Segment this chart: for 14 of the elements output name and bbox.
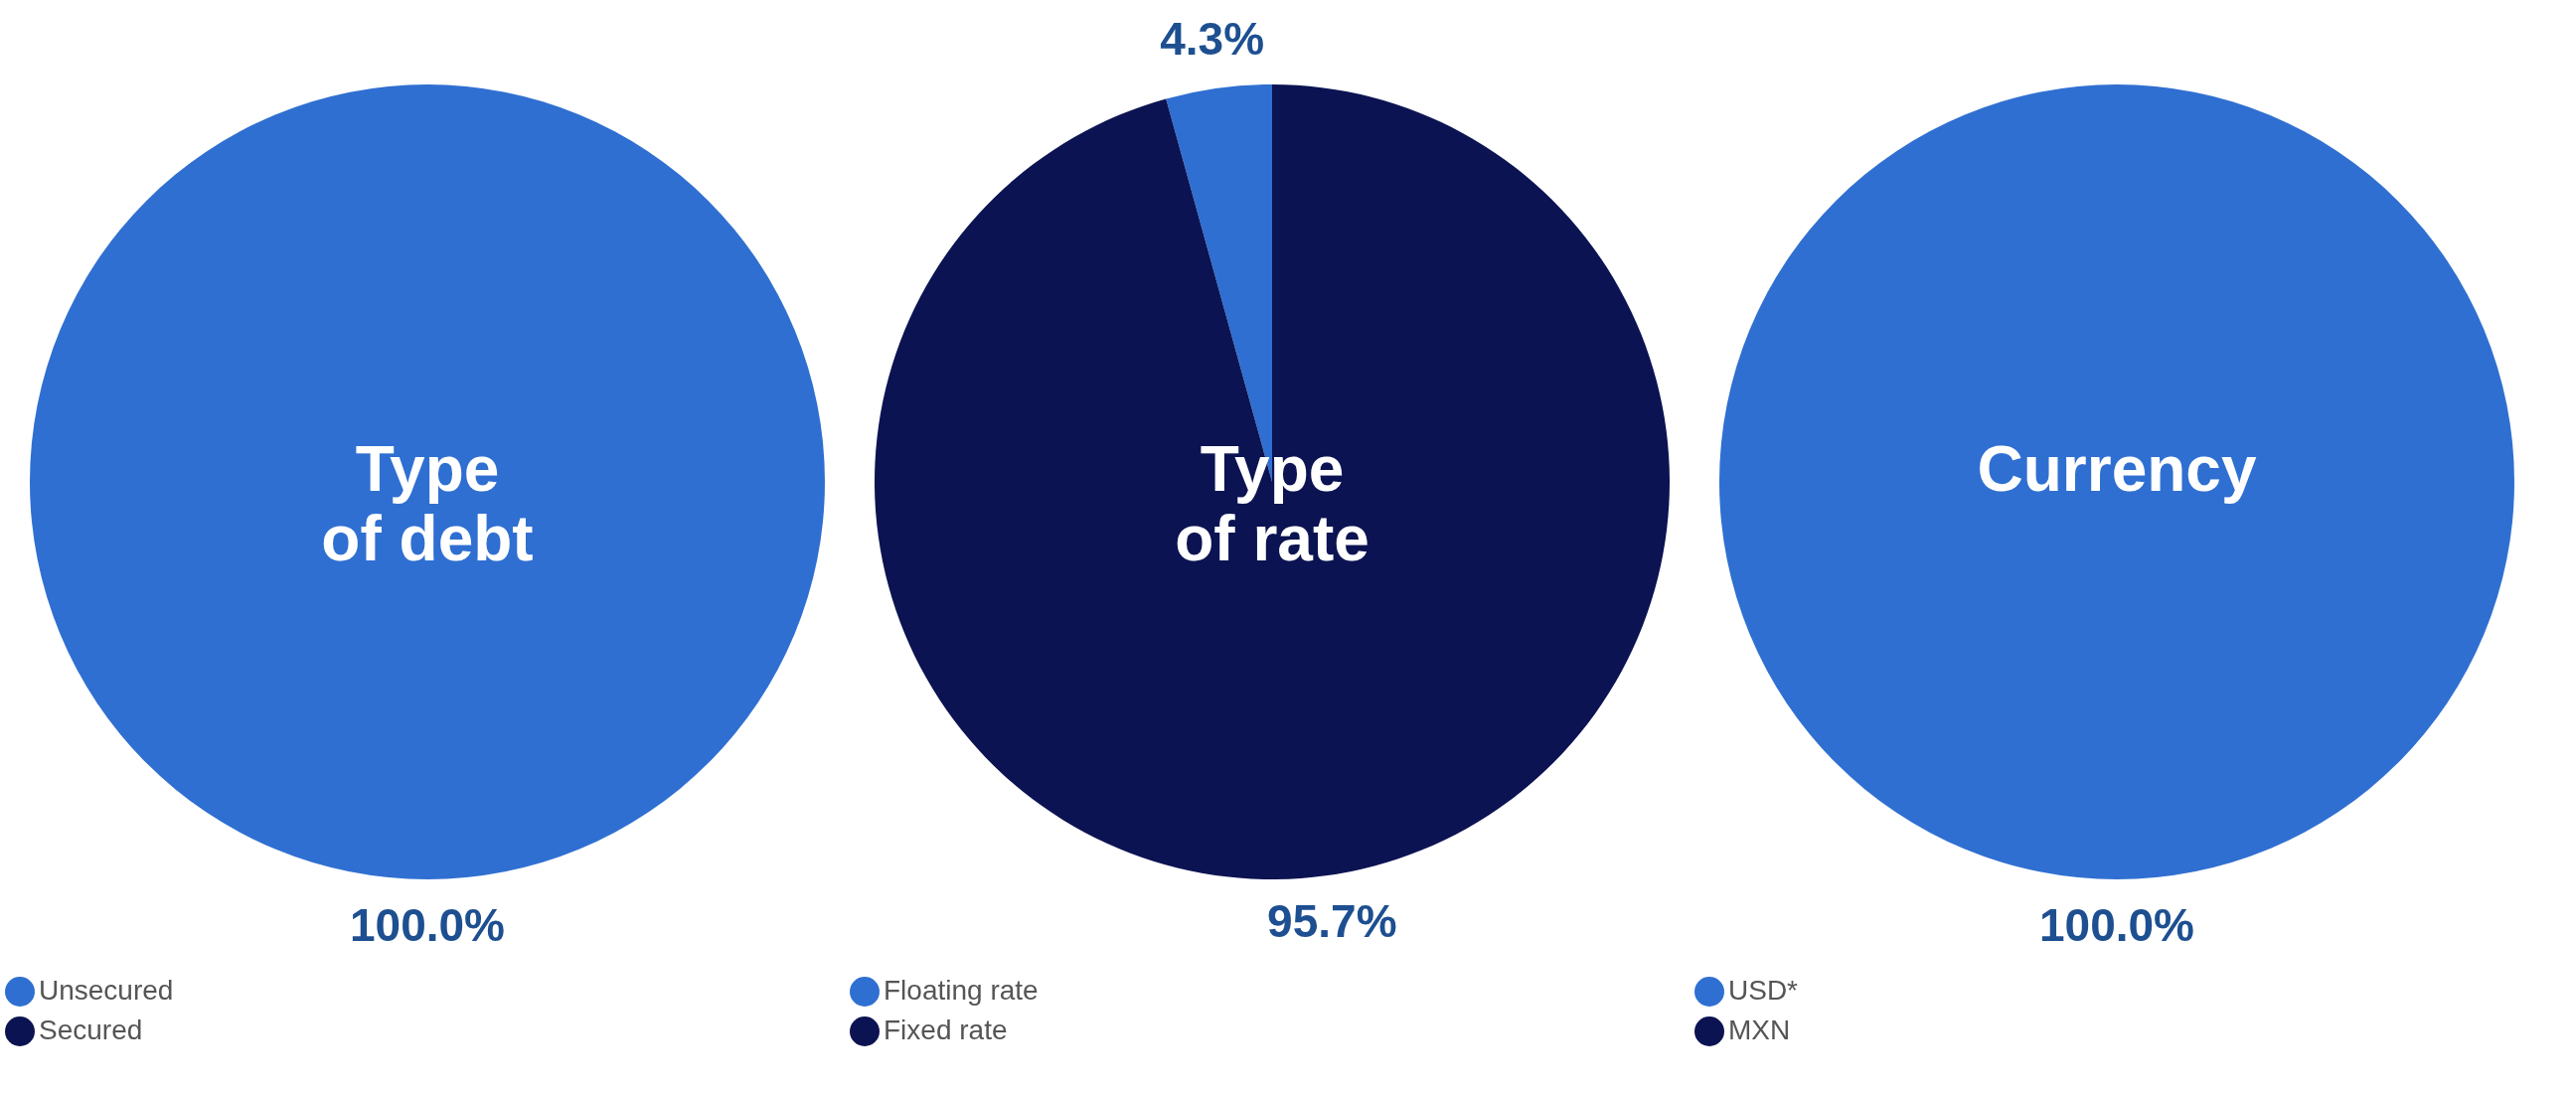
text: Type of debt (321, 433, 534, 574)
data-label: 4.3% (1160, 13, 1265, 66)
legend-label: MXN (1728, 1015, 1791, 1045)
data-label: 100.0% (349, 899, 506, 951)
text: Type of rate (1175, 433, 1369, 574)
legend-label: Secured (39, 1015, 143, 1045)
legend-label: Unsecured (39, 975, 174, 1006)
legend-label: USD* (1728, 975, 1799, 1006)
legend-label: Floating rate (884, 975, 1039, 1006)
data-label: 100.0% (2038, 899, 2195, 951)
data-label: 95.7% (1267, 894, 1397, 947)
legend-label: Fixed rate (884, 1015, 1008, 1045)
pie-slice (875, 84, 1670, 879)
text: Currency (1977, 433, 2257, 505)
